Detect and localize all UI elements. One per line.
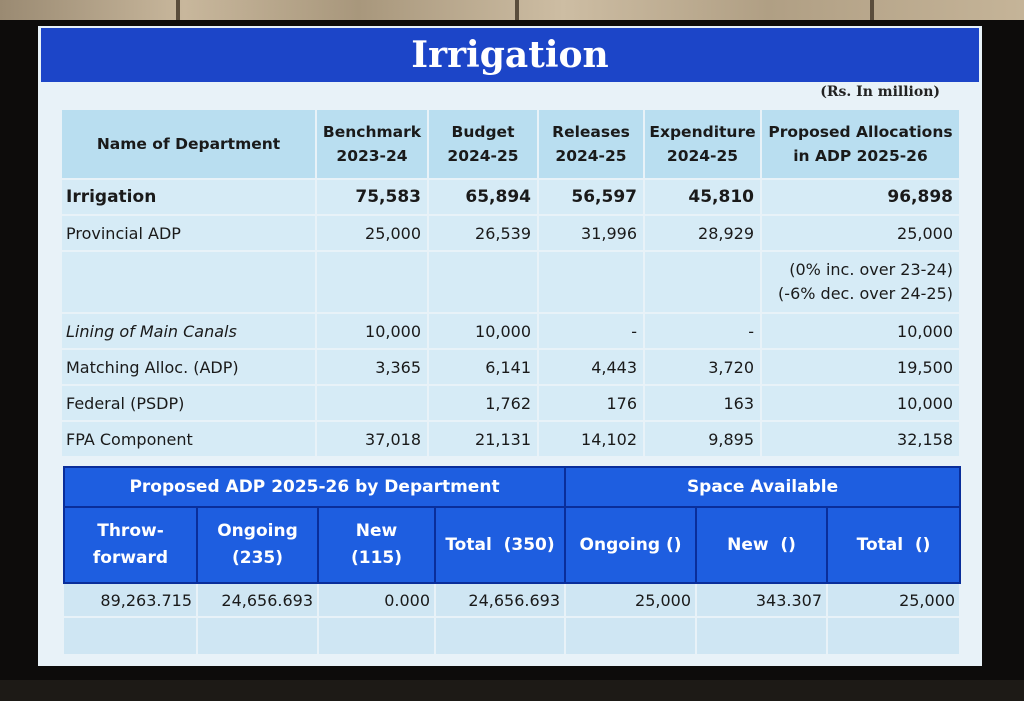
cell-benchmark: 25,000 — [316, 214, 429, 251]
proposed-note-increase: (0% inc. over 23-24) — [789, 260, 953, 279]
cell-budget: 10,000 — [428, 312, 539, 349]
table-row: FPA Component 37,018 21,131 14,102 9,895… — [62, 420, 961, 456]
cell-releases: 176 — [538, 384, 645, 421]
table-row: 89,263.715 24,656.693 0.000 24,656.693 2… — [64, 583, 962, 617]
cell-proposed: 96,898 — [761, 178, 961, 215]
cell-releases: 4,443 — [538, 348, 645, 385]
cell-expenditure: 28,929 — [644, 214, 762, 251]
header-space-total: Total () — [826, 506, 962, 584]
cell-expenditure — [644, 250, 762, 313]
header-new: New (115) — [317, 506, 436, 584]
adp-column-header-row: Throw-forward Ongoing (235) New (115) Tota… — [63, 506, 962, 584]
cell-releases — [538, 250, 645, 313]
cell-ongoing: 24,656.693 — [197, 583, 319, 617]
cell-releases: 56,597 — [538, 178, 645, 215]
allocation-table: Name of Department Benchmark 2023-24 Budg… — [62, 110, 961, 456]
cell-space-ongoing: 25,000 — [565, 583, 698, 617]
row-name: FPA Component — [62, 420, 317, 456]
cell-proposed: 25,000 — [761, 214, 961, 251]
cell-proposed: 19,500 — [761, 348, 961, 385]
cell-proposed-notes: (0% inc. over 23-24) (-6% dec. over 24-2… — [761, 250, 961, 313]
cell-expenditure: 9,895 — [644, 420, 762, 456]
table-row: Federal (PSDP) 1,762 176 163 10,000 — [62, 384, 961, 421]
cell-benchmark: 37,018 — [316, 420, 429, 456]
header-department: Name of Department — [62, 110, 317, 179]
cell-new: 0.000 — [318, 583, 436, 617]
display-stand-area — [0, 680, 1024, 701]
wall-seam — [870, 0, 874, 24]
cell-budget: 65,894 — [428, 178, 539, 215]
cell-benchmark: 10,000 — [316, 312, 429, 349]
cell-releases: - — [538, 312, 645, 349]
cell-budget — [428, 250, 539, 313]
row-name: Irrigation — [62, 178, 317, 215]
allocation-header-row: Name of Department Benchmark 2023-24 Budg… — [62, 110, 961, 179]
header-ongoing: Ongoing (235) — [196, 506, 319, 584]
cell-space-total: 25,000 — [827, 583, 962, 617]
header-benchmark: Benchmark 2023-24 — [316, 110, 429, 179]
proposed-note-decrease: (-6% dec. over 24-25) — [778, 284, 953, 303]
cell-throw-forward: 89,263.715 — [64, 583, 198, 617]
header-budget: Budget 2024-25 — [428, 110, 539, 179]
cell-budget: 26,539 — [428, 214, 539, 251]
row-name: Provincial ADP — [62, 214, 317, 251]
cell-benchmark — [316, 250, 429, 313]
cell-proposed: 10,000 — [761, 312, 961, 349]
cell-proposed: 10,000 — [761, 384, 961, 421]
header-expenditure: Expenditure 2024-25 — [644, 110, 762, 179]
header-releases: Releases 2024-25 — [538, 110, 645, 179]
cell-expenditure: 45,810 — [644, 178, 762, 215]
table-row-empty — [64, 616, 962, 654]
cell-budget: 21,131 — [428, 420, 539, 456]
table-row: Provincial ADP 25,000 26,539 31,996 28,9… — [62, 214, 961, 251]
slide-title: Irrigation — [41, 28, 979, 82]
presentation-slide: Irrigation (Rs. In million) Name of Depa… — [38, 26, 982, 666]
cell-budget: 1,762 — [428, 384, 539, 421]
group-header-space-available: Space Available — [564, 466, 962, 508]
row-name: Federal (PSDP) — [62, 384, 317, 421]
row-name — [62, 250, 317, 313]
unit-note: (Rs. In million) — [820, 84, 940, 100]
row-name: Lining of Main Canals — [62, 312, 317, 349]
cell-expenditure: 3,720 — [644, 348, 762, 385]
table-row: Irrigation 75,583 65,894 56,597 45,810 9… — [62, 178, 961, 215]
header-proposed: Proposed Allocations in ADP 2025-26 — [761, 110, 961, 179]
cell-benchmark: 3,365 — [316, 348, 429, 385]
cell-budget: 6,141 — [428, 348, 539, 385]
cell-releases: 31,996 — [538, 214, 645, 251]
wall-seam — [515, 0, 519, 24]
adp-summary-table: Proposed ADP 2025-26 by Department Space… — [62, 466, 962, 654]
row-name: Matching Alloc. (ADP) — [62, 348, 317, 385]
wall-seam — [176, 0, 180, 24]
cell-expenditure: 163 — [644, 384, 762, 421]
group-header-proposed-adp: Proposed ADP 2025-26 by Department — [62, 466, 567, 508]
adp-group-header-row: Proposed ADP 2025-26 by Department Space… — [62, 466, 962, 508]
header-total: Total (350) — [433, 506, 567, 584]
cell-space-new: 343.307 — [696, 583, 829, 617]
cell-expenditure: - — [644, 312, 762, 349]
cell-benchmark: 75,583 — [316, 178, 429, 215]
header-throw-forward: Throw-forward — [63, 506, 198, 584]
header-space-ongoing: Ongoing () — [564, 506, 698, 584]
header-space-new: New () — [695, 506, 829, 584]
cell-benchmark — [316, 384, 429, 421]
cell-releases: 14,102 — [538, 420, 645, 456]
cell-proposed: 32,158 — [761, 420, 961, 456]
table-row: Matching Alloc. (ADP) 3,365 6,141 4,443 … — [62, 348, 961, 385]
table-row: (0% inc. over 23-24) (-6% dec. over 24-2… — [62, 250, 961, 313]
cell-total: 24,656.693 — [435, 583, 567, 617]
table-row: Lining of Main Canals 10,000 10,000 - - … — [62, 312, 961, 349]
